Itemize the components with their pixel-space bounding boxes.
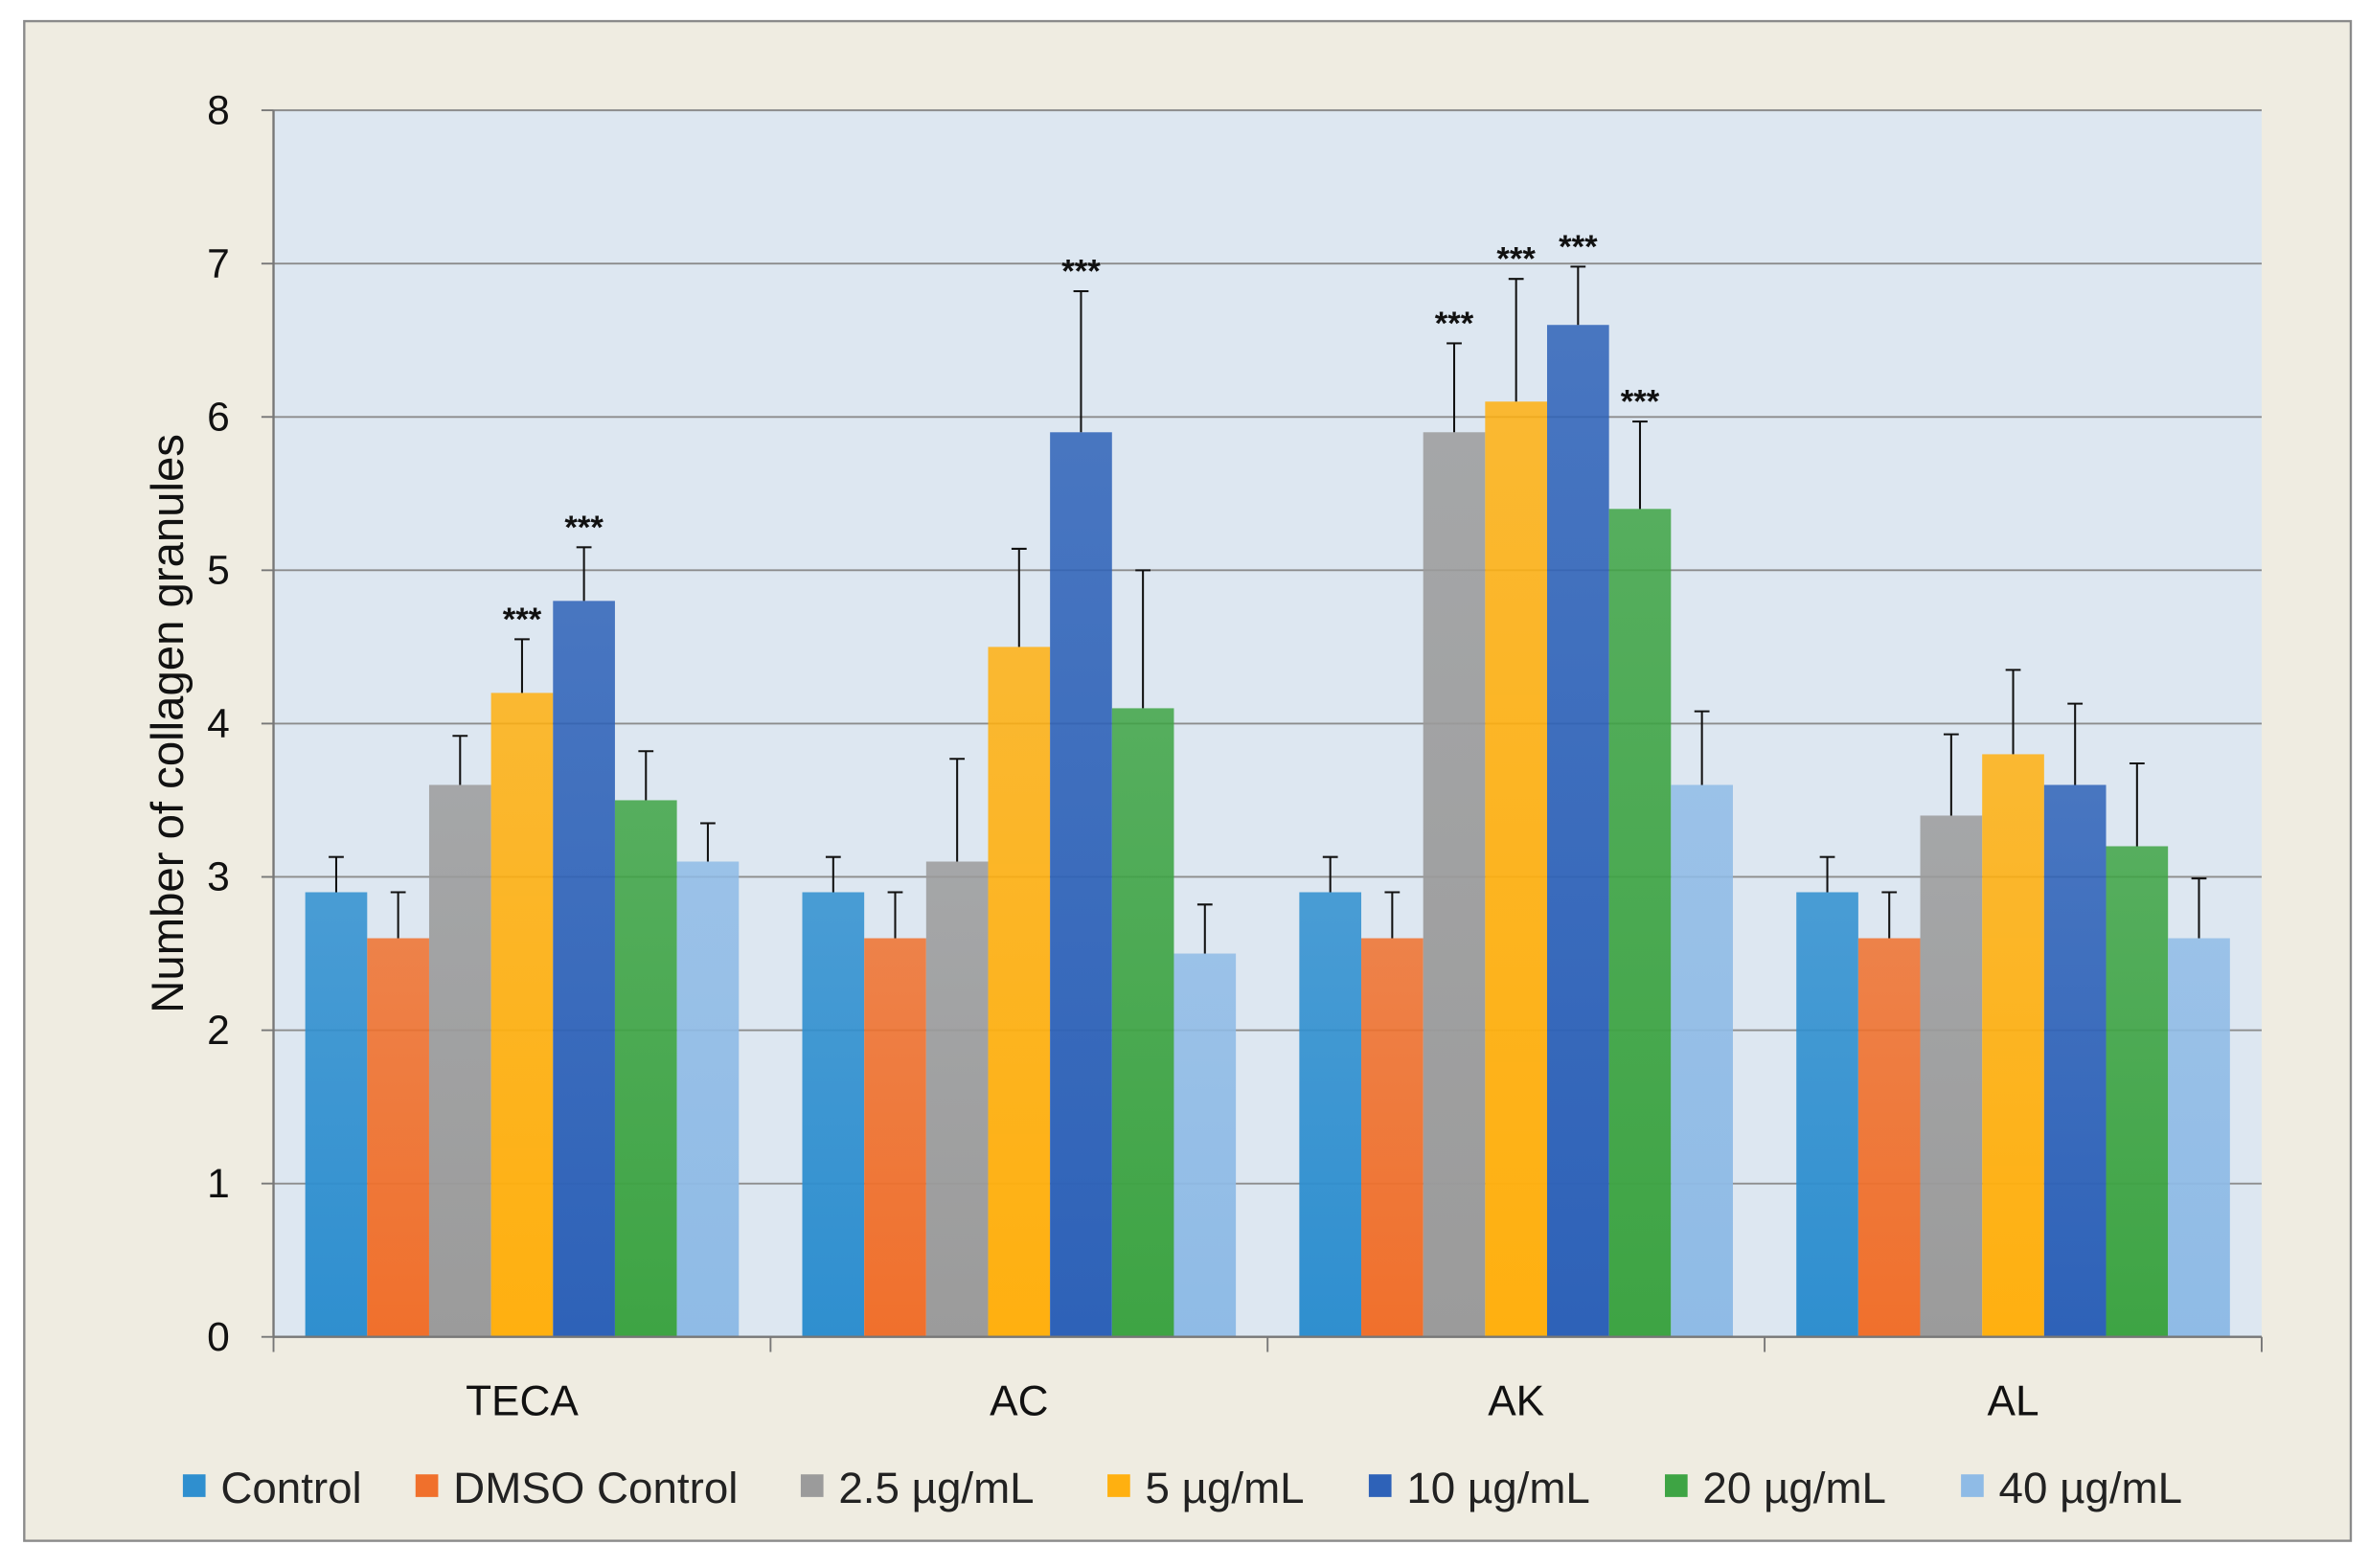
significance-label: *** (1061, 254, 1101, 290)
legend-label: 5 µg/mL (1145, 1464, 1304, 1512)
bar (1796, 892, 1858, 1337)
x-tick-label: TECA (466, 1378, 579, 1425)
legend-swatch (1665, 1474, 1688, 1497)
legend-swatch (800, 1474, 824, 1497)
significance-label: *** (564, 510, 604, 546)
legend-swatch (415, 1474, 439, 1497)
legend-label: DMSO Control (453, 1464, 738, 1512)
bar (1361, 938, 1424, 1337)
y-tick-label: 4 (207, 701, 230, 747)
y-tick-label: 8 (207, 87, 230, 133)
bar (1173, 953, 1237, 1337)
legend-label: Control (220, 1464, 361, 1512)
axes: 0 1 2 3 4 5 6 7 8 TECA AC AK AL (207, 87, 2263, 1425)
legend-label: 40 µg/mL (1999, 1464, 2183, 1512)
y-tick-label: 3 (207, 854, 230, 900)
bar (802, 892, 865, 1337)
significance-label: *** (1621, 384, 1660, 420)
legend-label: 20 µg/mL (1702, 1464, 1886, 1512)
legend-swatch (182, 1474, 206, 1497)
bar (428, 784, 491, 1337)
bar (1920, 815, 1983, 1337)
bar (1671, 784, 1733, 1337)
significance-label: *** (1435, 306, 1474, 342)
legend-label: 2.5 µg/mL (838, 1464, 1034, 1512)
y-tick-label: 5 (207, 548, 230, 594)
x-tick-label: AL (1988, 1378, 2039, 1425)
y-axis-label: Number of collagen granules (143, 434, 194, 1013)
y-tick-label: 2 (207, 1008, 230, 1054)
bar (1485, 401, 1547, 1337)
bar (1299, 892, 1362, 1337)
bar (2168, 938, 2230, 1337)
legend-swatch (1107, 1474, 1130, 1497)
x-tick-label: AC (990, 1378, 1048, 1425)
bar (367, 938, 429, 1337)
bar (1111, 708, 1174, 1337)
legend-swatch (1961, 1474, 1984, 1497)
significance-label: *** (503, 602, 542, 638)
y-tick-label: 7 (207, 240, 230, 286)
bar (2043, 784, 2107, 1337)
significance-label: *** (1496, 241, 1536, 278)
x-tick-label: AK (1488, 1378, 1544, 1425)
legend: Control DMSO Control 2.5 µg/mL 5 µg/mL 10 µg… (182, 1464, 2183, 1512)
y-tick-label: 1 (207, 1161, 230, 1207)
bar (1050, 432, 1112, 1337)
bar (1423, 432, 1486, 1337)
bar (1608, 509, 1672, 1337)
y-tick-label: 6 (207, 394, 230, 440)
bar (925, 861, 989, 1337)
bar (1546, 325, 1609, 1337)
bar (553, 601, 615, 1337)
bar (1982, 754, 2044, 1337)
bar (864, 938, 926, 1337)
bar (614, 800, 677, 1337)
bar (988, 647, 1051, 1337)
bar (676, 861, 740, 1337)
bar (490, 693, 554, 1337)
y-tick-label: 0 (207, 1314, 230, 1360)
bars: *** *** *** *** *** *** *** (305, 229, 2230, 1337)
significance-label: *** (1559, 229, 1598, 265)
legend-label: 10 µg/mL (1406, 1464, 1590, 1512)
bar (1857, 938, 1921, 1337)
bar (305, 892, 368, 1337)
legend-swatch (1368, 1474, 1392, 1497)
bar (2106, 846, 2169, 1337)
